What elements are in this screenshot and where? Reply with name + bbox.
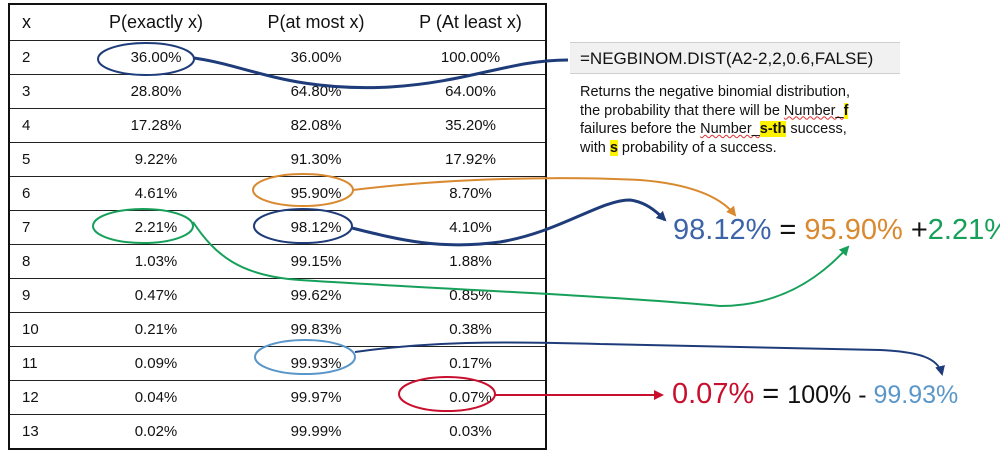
eq2-whole: 100% bbox=[787, 381, 852, 409]
table-row: 11 0.09% 99.93% 0.17% bbox=[10, 346, 545, 381]
cell-p-at-most[interactable]: 99.62% bbox=[236, 278, 396, 313]
table-row: 2 36.00% 36.00% 100.00% bbox=[10, 40, 545, 75]
eq1-equals: = bbox=[779, 214, 797, 246]
cell-p-exactly[interactable]: 1.03% bbox=[76, 244, 236, 279]
desc-text: with bbox=[580, 139, 610, 156]
cell-p-exactly[interactable]: 0.47% bbox=[76, 278, 236, 313]
cell-p-at-most[interactable]: 36.00% bbox=[236, 40, 396, 75]
cell-x[interactable]: 3 bbox=[10, 74, 76, 109]
cell-p-at-most[interactable]: 99.93% bbox=[236, 346, 396, 381]
cell-p-at-least[interactable]: 0.07% bbox=[396, 380, 545, 415]
eq1-term1: 95.90% bbox=[804, 214, 903, 246]
eq1-result: 98.12% bbox=[673, 214, 772, 246]
table-row: 9 0.47% 99.62% 0.85% bbox=[10, 278, 545, 313]
table-body: 2 36.00% 36.00% 100.00% 3 28.80% 64.80% 64.00% 4… bbox=[10, 40, 545, 448]
cell-p-at-least[interactable]: 4.10% bbox=[396, 210, 545, 245]
table-row: 4 17.28% 82.08% 35.20% bbox=[10, 108, 545, 143]
cell-p-at-least[interactable]: 17.92% bbox=[396, 142, 545, 177]
eq2-term: 99.93% bbox=[873, 381, 959, 409]
cell-p-exactly[interactable]: 0.04% bbox=[76, 380, 236, 415]
cell-p-at-least[interactable]: 0.17% bbox=[396, 346, 545, 381]
cell-p-exactly[interactable]: 28.80% bbox=[76, 74, 236, 109]
table-row: 3 28.80% 64.80% 64.00% bbox=[10, 74, 545, 109]
table-row: 7 2.21% 98.12% 4.10% bbox=[10, 210, 545, 245]
cell-p-exactly[interactable]: 4.61% bbox=[76, 176, 236, 211]
table-header-row: x P(exactly x) P(at most x) P (At least … bbox=[10, 5, 545, 41]
cell-p-at-least[interactable]: 8.70% bbox=[396, 176, 545, 211]
cell-p-exactly[interactable]: 9.22% bbox=[76, 142, 236, 177]
cell-x[interactable]: 7 bbox=[10, 210, 76, 245]
table-row: 8 1.03% 99.15% 1.88% bbox=[10, 244, 545, 279]
eq1-term2: 2.21% bbox=[927, 214, 1000, 246]
cell-x[interactable]: 10 bbox=[10, 312, 76, 347]
desc-line-3: failures before the Number_s-th success, bbox=[580, 120, 910, 139]
desc-param-name: Number_ bbox=[700, 121, 760, 138]
cell-p-exactly[interactable]: 0.02% bbox=[76, 414, 236, 448]
desc-line-1: Returns the negative binomial distributi… bbox=[580, 84, 851, 100]
cell-p-at-least[interactable]: 35.20% bbox=[396, 108, 545, 143]
cell-p-at-most[interactable]: 98.12% bbox=[236, 210, 396, 245]
function-description: Returns the negative binomial distributi… bbox=[580, 83, 910, 157]
cell-p-at-least[interactable]: 100.00% bbox=[396, 40, 545, 75]
desc-text: probability of a success. bbox=[617, 139, 777, 156]
header-p-exactly: P(exactly x) bbox=[108, 12, 204, 32]
cell-x[interactable]: 2 bbox=[10, 40, 76, 75]
desc-param-highlight: f bbox=[843, 102, 849, 119]
equation-at-least: 0.07% = 100% - 99.93% bbox=[672, 378, 958, 411]
cell-x[interactable]: 11 bbox=[10, 346, 76, 381]
desc-line-2: the probability that there will be Numbe… bbox=[580, 102, 910, 121]
equation-at-most: 98.12% = 95.90% +2.21% bbox=[673, 214, 1000, 247]
desc-param-highlight: s bbox=[609, 139, 618, 156]
cell-x[interactable]: 4 bbox=[10, 108, 76, 143]
cell-p-at-most[interactable]: 99.83% bbox=[236, 312, 396, 347]
cell-p-at-most[interactable]: 99.97% bbox=[236, 380, 396, 415]
cell-p-exactly[interactable]: 2.21% bbox=[76, 210, 236, 245]
cell-p-at-most[interactable]: 99.99% bbox=[236, 414, 396, 448]
cell-p-at-least[interactable]: 0.38% bbox=[396, 312, 545, 347]
formula-bar[interactable]: =NEGBINOM.DIST(A2-2,2,0.6,FALSE) bbox=[570, 42, 900, 74]
cell-p-exactly[interactable]: 36.00% bbox=[76, 40, 236, 75]
eq2-equals: = bbox=[762, 378, 780, 410]
cell-p-exactly[interactable]: 17.28% bbox=[76, 108, 236, 143]
cell-p-at-least[interactable]: 64.00% bbox=[396, 74, 545, 109]
desc-text: failures before the bbox=[580, 121, 701, 138]
cell-p-at-most[interactable]: 82.08% bbox=[236, 108, 396, 143]
desc-param-highlight: s-th bbox=[759, 121, 787, 138]
table-row: 5 9.22% 91.30% 17.92% bbox=[10, 142, 545, 177]
cell-x[interactable]: 6 bbox=[10, 176, 76, 211]
desc-text: success, bbox=[786, 121, 847, 138]
cell-p-at-most[interactable]: 91.30% bbox=[236, 142, 396, 177]
header-p-at-least: P (At least x) bbox=[419, 12, 522, 32]
desc-text: the probability that there will be bbox=[580, 102, 784, 119]
cell-p-at-most[interactable]: 95.90% bbox=[236, 176, 396, 211]
cell-x[interactable]: 13 bbox=[10, 414, 76, 448]
cell-p-exactly[interactable]: 0.21% bbox=[76, 312, 236, 347]
eq2-result: 0.07% bbox=[672, 378, 755, 410]
cell-p-at-most[interactable]: 64.80% bbox=[236, 74, 396, 109]
header-p-at-most: P(at most x) bbox=[267, 12, 365, 32]
probability-table: x P(exactly x) P(at most x) P (At least … bbox=[8, 3, 547, 450]
table-row: 6 4.61% 95.90% 8.70% bbox=[10, 176, 545, 211]
desc-line-4: with s probability of a success. bbox=[580, 139, 910, 158]
cell-p-at-most[interactable]: 99.15% bbox=[236, 244, 396, 279]
cell-p-exactly[interactable]: 0.09% bbox=[76, 346, 236, 381]
cell-x[interactable]: 12 bbox=[10, 380, 76, 415]
cell-x[interactable]: 5 bbox=[10, 142, 76, 177]
table-row: 13 0.02% 99.99% 0.03% bbox=[10, 414, 545, 448]
cell-p-at-least[interactable]: 0.85% bbox=[396, 278, 545, 313]
header-x: x bbox=[22, 12, 31, 32]
eq1-plus: + bbox=[910, 214, 928, 246]
cell-x[interactable]: 9 bbox=[10, 278, 76, 313]
cell-x[interactable]: 8 bbox=[10, 244, 76, 279]
desc-param-name: Number_ bbox=[783, 102, 844, 119]
eq2-minus: - bbox=[851, 381, 874, 409]
cell-p-at-least[interactable]: 1.88% bbox=[396, 244, 545, 279]
table-row: 12 0.04% 99.97% 0.07% bbox=[10, 380, 545, 415]
cell-p-at-least[interactable]: 0.03% bbox=[396, 414, 545, 448]
table-row: 10 0.21% 99.83% 0.38% bbox=[10, 312, 545, 347]
